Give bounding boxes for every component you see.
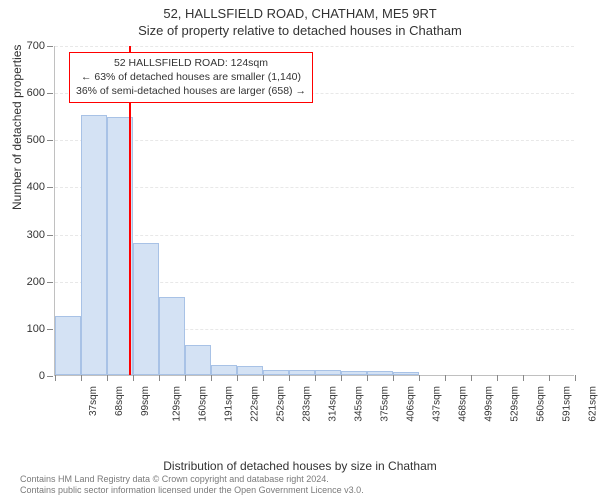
- chart-area: 010020030040050060070037sqm68sqm99sqm129…: [54, 46, 574, 416]
- x-tick-label: 283sqm: [302, 386, 313, 422]
- x-tick-label: 252sqm: [276, 386, 287, 422]
- x-tick: [133, 375, 134, 381]
- histogram-bar: [393, 372, 419, 375]
- histogram-bar: [133, 243, 159, 375]
- x-tick-label: 499sqm: [484, 386, 495, 422]
- x-tick: [211, 375, 212, 381]
- y-tick-label: 200: [15, 276, 45, 288]
- x-tick: [55, 375, 56, 381]
- x-tick-label: 406sqm: [406, 386, 417, 422]
- histogram-bar: [237, 366, 263, 375]
- x-tick-label: 560sqm: [536, 386, 547, 422]
- property-callout: 52 HALLSFIELD ROAD: 124sqm ← 63% of deta…: [69, 52, 313, 103]
- y-tick: [47, 282, 53, 283]
- y-tick-label: 100: [15, 323, 45, 335]
- y-tick-label: 300: [15, 229, 45, 241]
- footnote: Contains HM Land Registry data © Crown c…: [20, 474, 364, 497]
- x-tick: [575, 375, 576, 381]
- histogram-bar: [315, 370, 341, 375]
- x-tick-label: 468sqm: [458, 386, 469, 422]
- x-tick: [419, 375, 420, 381]
- y-tick: [47, 46, 53, 47]
- histogram-bar: [55, 316, 81, 375]
- title-line-1: 52, HALLSFIELD ROAD, CHATHAM, ME5 9RT: [0, 6, 600, 21]
- x-tick: [523, 375, 524, 381]
- y-tick-label: 600: [15, 87, 45, 99]
- x-tick: [159, 375, 160, 381]
- x-tick-label: 314sqm: [328, 386, 339, 422]
- x-tick-label: 37sqm: [88, 386, 99, 416]
- histogram-bar: [341, 371, 367, 375]
- gridline: [55, 46, 574, 47]
- y-tick-label: 500: [15, 134, 45, 146]
- x-tick-label: 68sqm: [114, 386, 125, 416]
- y-tick-label: 400: [15, 181, 45, 193]
- y-tick: [47, 235, 53, 236]
- x-tick-label: 222sqm: [250, 386, 261, 422]
- x-tick: [445, 375, 446, 381]
- x-tick-label: 99sqm: [140, 386, 151, 416]
- x-tick: [237, 375, 238, 381]
- y-tick: [47, 187, 53, 188]
- x-tick: [185, 375, 186, 381]
- callout-line-2: ← 63% of detached houses are smaller (1,…: [76, 70, 306, 84]
- footnote-line-2: Contains public sector information licen…: [20, 485, 364, 496]
- x-tick: [549, 375, 550, 381]
- y-tick: [47, 140, 53, 141]
- y-tick: [47, 329, 53, 330]
- x-tick: [289, 375, 290, 381]
- histogram-bar: [81, 115, 107, 375]
- x-tick-label: 591sqm: [562, 386, 573, 422]
- x-tick: [497, 375, 498, 381]
- x-tick-label: 621sqm: [588, 386, 599, 422]
- x-tick-label: 129sqm: [172, 386, 183, 422]
- callout-line-1: 52 HALLSFIELD ROAD: 124sqm: [76, 56, 306, 70]
- x-tick-label: 160sqm: [198, 386, 209, 422]
- x-tick-label: 437sqm: [432, 386, 443, 422]
- y-tick-label: 0: [15, 370, 45, 382]
- histogram-bar: [159, 297, 185, 375]
- x-tick: [107, 375, 108, 381]
- x-tick: [393, 375, 394, 381]
- y-tick: [47, 93, 53, 94]
- x-tick: [315, 375, 316, 381]
- footnote-line-1: Contains HM Land Registry data © Crown c…: [20, 474, 364, 485]
- y-tick-label: 700: [15, 40, 45, 52]
- callout-line-3: 36% of semi-detached houses are larger (…: [76, 84, 306, 98]
- x-tick: [263, 375, 264, 381]
- chart-title-block: 52, HALLSFIELD ROAD, CHATHAM, ME5 9RT Si…: [0, 0, 600, 38]
- histogram-bar: [263, 370, 289, 375]
- histogram-bar: [211, 365, 237, 375]
- x-tick: [367, 375, 368, 381]
- plot-area: 010020030040050060070037sqm68sqm99sqm129…: [54, 46, 574, 376]
- histogram-bar: [185, 345, 211, 375]
- x-tick-label: 375sqm: [380, 386, 391, 422]
- x-tick: [341, 375, 342, 381]
- title-line-2: Size of property relative to detached ho…: [0, 23, 600, 38]
- x-tick: [471, 375, 472, 381]
- y-tick: [47, 376, 53, 377]
- histogram-bar: [367, 371, 393, 375]
- x-tick: [81, 375, 82, 381]
- x-tick-label: 345sqm: [354, 386, 365, 422]
- x-axis-label: Distribution of detached houses by size …: [0, 459, 600, 473]
- x-tick-label: 529sqm: [510, 386, 521, 422]
- histogram-bar: [289, 370, 315, 375]
- x-tick-label: 191sqm: [224, 386, 235, 422]
